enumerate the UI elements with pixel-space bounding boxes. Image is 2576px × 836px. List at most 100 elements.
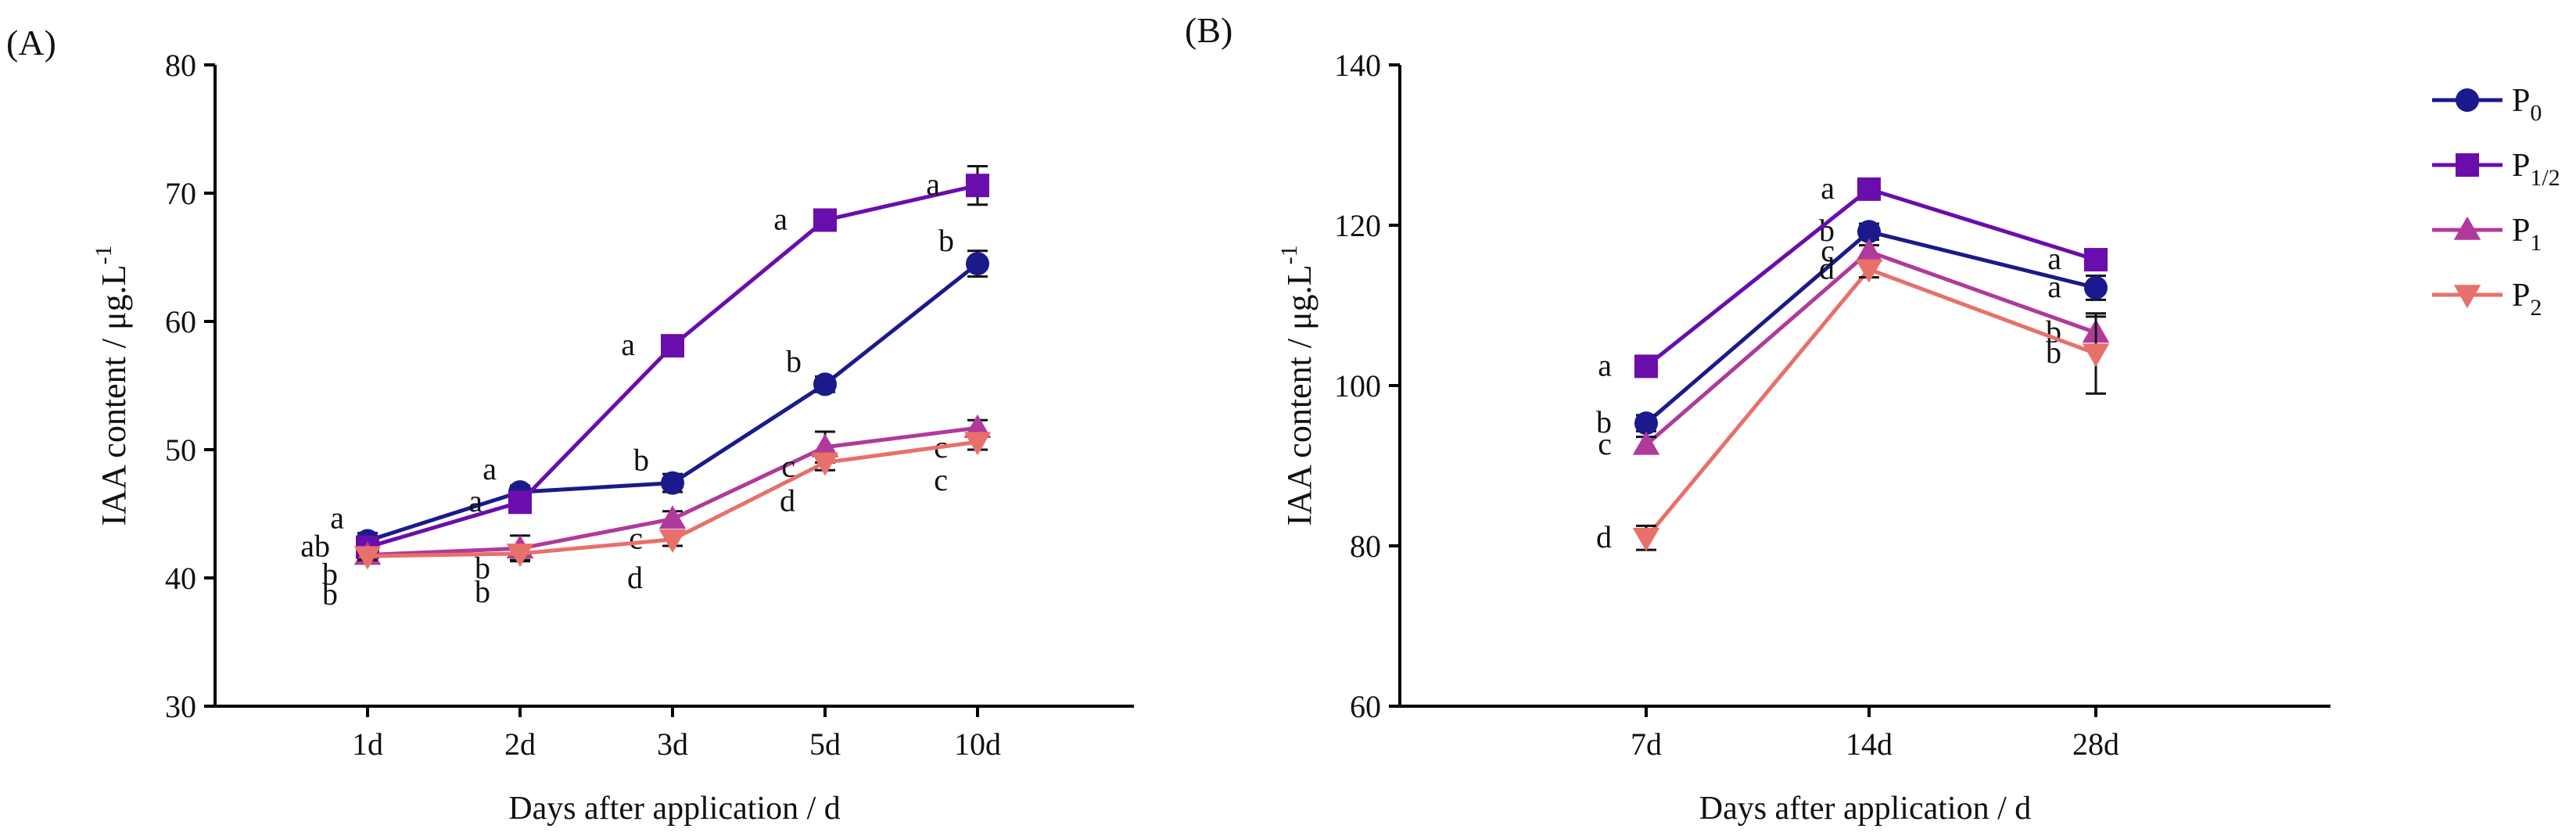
data-point-P1/2 bbox=[508, 490, 532, 515]
significance-letter: b bbox=[1596, 404, 1612, 440]
significance-letter: c bbox=[629, 521, 643, 556]
data-point-P1/2 bbox=[1857, 177, 1881, 201]
y-tick-label: 30 bbox=[165, 689, 196, 724]
y-tick-label: 60 bbox=[1350, 689, 1381, 724]
data-point-P0 bbox=[813, 372, 837, 396]
series-line-P0 bbox=[367, 262, 979, 543]
data-point-P1 bbox=[963, 414, 992, 438]
data-point-P2 bbox=[353, 546, 382, 570]
x-tick-label: 28d bbox=[2072, 727, 2119, 762]
y-tick-label: 40 bbox=[165, 561, 196, 596]
x-tick-label: 1d bbox=[352, 727, 383, 762]
legend-label-base: P bbox=[2512, 83, 2530, 119]
chart-b: 60 80 100 120 140 7d 14d 28d Days after applicat… bbox=[1276, 48, 2330, 827]
significance-letter: d bbox=[1819, 250, 1835, 285]
data-point-P1 bbox=[1855, 238, 1883, 262]
legend-label-base: P bbox=[2512, 278, 2530, 314]
significance-letter: a bbox=[1821, 170, 1835, 206]
significance-letter: d bbox=[627, 560, 643, 595]
y-tick-label: 80 bbox=[1350, 529, 1381, 564]
data-point-P2 bbox=[658, 529, 687, 554]
data-point-P2 bbox=[506, 544, 534, 568]
legend-label-sub: 1 bbox=[2530, 230, 2542, 256]
significance-letter: a bbox=[2047, 269, 2061, 304]
series-line-P1 bbox=[1645, 249, 2097, 447]
significance-letter: a bbox=[926, 167, 940, 202]
significance-letter: c bbox=[1821, 233, 1835, 268]
x-tick-label: 5d bbox=[809, 727, 841, 762]
data-point-P2 bbox=[1632, 528, 1660, 551]
data-point-P1 bbox=[658, 505, 687, 529]
y-axis-label: IAA content / μg.L-1 bbox=[1276, 246, 1318, 526]
significance-letter: a bbox=[1598, 347, 1612, 382]
significance-letter: a bbox=[2047, 241, 2061, 276]
significance-letter: c bbox=[1598, 426, 1612, 461]
x-axis-label: Days after application / d bbox=[508, 791, 841, 827]
legend-label-base: P bbox=[2512, 148, 2530, 184]
legend-label: P1 bbox=[2512, 213, 2542, 256]
significance-letter: b bbox=[633, 443, 649, 478]
y-tick-label: 140 bbox=[1334, 48, 1381, 83]
data-point-P1 bbox=[1632, 431, 1660, 455]
significance-letter: ab bbox=[300, 529, 330, 564]
significance-letter: a bbox=[483, 451, 497, 486]
data-point-P0 bbox=[966, 252, 989, 276]
y-axis-label-sup: -1 bbox=[91, 246, 117, 265]
data-point-P1/2 bbox=[661, 334, 684, 358]
data-point-P2 bbox=[963, 432, 992, 456]
data-point-P1 bbox=[811, 433, 839, 457]
x-tick-label: 2d bbox=[504, 727, 536, 762]
significance-letter: b bbox=[938, 223, 954, 258]
chart-a: 30 40 50 60 70 80 1d 2d 3d 5d 10d Days after applic… bbox=[91, 48, 1134, 827]
significance-letter: b bbox=[475, 550, 490, 585]
data-point-P0 bbox=[2084, 275, 2108, 300]
data-point-P0 bbox=[661, 471, 684, 495]
y-axis-label-main: IAA content / μg.L bbox=[95, 265, 133, 526]
legend-marker bbox=[2456, 153, 2479, 177]
x-tick-label: 14d bbox=[1846, 727, 1893, 762]
significance-letter: a bbox=[330, 500, 344, 535]
significance-letter: c bbox=[781, 449, 795, 484]
significance-letter: b bbox=[786, 343, 802, 379]
y-axis-label-main: IAA content / μg.L bbox=[1280, 265, 1318, 526]
x-tick-label: 3d bbox=[657, 727, 688, 762]
legend-label-sub: 0 bbox=[2530, 100, 2542, 126]
legend-label-base: P bbox=[2512, 213, 2530, 249]
panel-label-b: (B) bbox=[1185, 10, 1232, 50]
significance-letter: d bbox=[780, 483, 795, 518]
significance-letter: a bbox=[468, 483, 483, 518]
significance-letter: b bbox=[475, 574, 490, 609]
legend-marker bbox=[2456, 88, 2479, 112]
significance-letter: d bbox=[1596, 519, 1612, 554]
data-point-P2 bbox=[2082, 343, 2110, 368]
y-axis-label-sup: -1 bbox=[1276, 246, 1302, 265]
x-tick-label: 7d bbox=[1631, 727, 1662, 762]
y-tick-label: 50 bbox=[165, 432, 196, 468]
legend-marker bbox=[2453, 285, 2481, 309]
legend-marker bbox=[2453, 216, 2481, 240]
data-point-P2 bbox=[1855, 259, 1883, 283]
data-point-P2 bbox=[811, 452, 839, 476]
legend-label: P0 bbox=[2512, 83, 2542, 126]
data-point-P1/2 bbox=[813, 208, 837, 232]
legend-label: P2 bbox=[2512, 278, 2542, 321]
y-tick-label: 60 bbox=[165, 304, 196, 339]
data-point-P1/2 bbox=[966, 174, 989, 198]
data-point-P0 bbox=[1857, 220, 1881, 244]
x-axis-label: Days after application / d bbox=[1699, 791, 2032, 827]
significance-letter: b bbox=[322, 576, 338, 612]
data-point-P1/2 bbox=[1634, 354, 1658, 379]
significance-letter: a bbox=[621, 327, 635, 362]
y-tick-label: 120 bbox=[1334, 208, 1381, 243]
significance-letter: b bbox=[322, 556, 338, 591]
legend-label-sub: 1/2 bbox=[2530, 165, 2560, 191]
significance-letter: c bbox=[934, 462, 948, 497]
y-tick-label: 70 bbox=[165, 176, 196, 211]
legend-label-sub: 2 bbox=[2530, 295, 2542, 321]
significance-letter: a bbox=[773, 201, 788, 236]
x-tick-label: 10d bbox=[954, 727, 1001, 762]
significance-letter: b bbox=[2046, 335, 2061, 370]
y-axis-label: IAA content / μg.L-1 bbox=[91, 246, 133, 526]
